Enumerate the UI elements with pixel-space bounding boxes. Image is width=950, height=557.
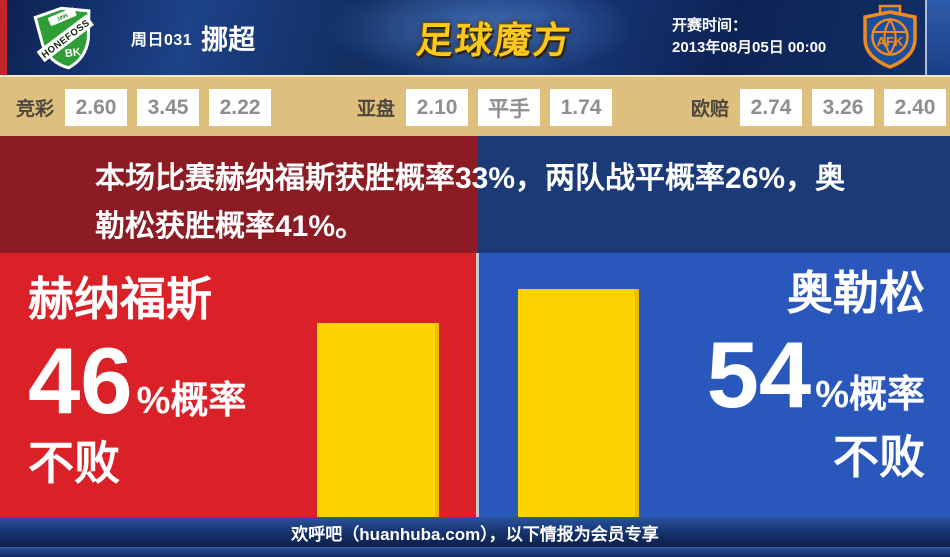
home-team-name: 赫纳福斯	[28, 273, 212, 325]
odds-value-draw: 3.45	[137, 89, 200, 126]
center-divider	[476, 253, 479, 517]
odds-value-home: 2.60	[65, 89, 128, 126]
odds-bar: 竞彩 2.60 3.45 2.22 亚盘 2.10 平手 1.74 欧赔 2.7…	[0, 75, 950, 136]
odds-label: 亚盘	[357, 99, 396, 120]
kickoff-label: 开赛时间：	[672, 17, 748, 34]
league-name: 挪超	[201, 25, 256, 55]
odds-handicap: 平手	[478, 89, 541, 126]
header-right-panel	[925, 0, 950, 75]
footer-banner: 欢呼吧（huanhuba.com），以下情报为会员专享	[0, 517, 950, 547]
away-team-name: 奥勒松	[787, 267, 925, 319]
match-info: 周日031 挪超	[131, 0, 255, 75]
odds-value-away: 2.22	[209, 89, 272, 126]
away-outcome-label: 不败	[833, 431, 925, 483]
kickoff-time: 开赛时间： 2013年08月05日 00:00	[672, 15, 826, 59]
odds-group-oupei: 欧赔 2.74 3.26 2.40	[691, 77, 947, 138]
prediction-area: 本场比赛赫纳福斯获胜概率33%，两队战平概率26%，奥勒松获胜概率41%。 赫纳…	[0, 136, 950, 517]
away-probability-bar	[518, 289, 639, 517]
site-logo: 足球魔方	[400, 12, 589, 62]
away-prediction-block: 奥勒松 54 %概率 不败	[707, 266, 925, 484]
odds-value-away: 2.40	[884, 89, 947, 126]
odds-group-yapan: 亚盘 2.10 平手 1.74	[357, 77, 613, 138]
kickoff-datetime: 2013年08月05日 00:00	[672, 39, 827, 56]
header-left-red-strip	[0, 0, 7, 75]
away-percent-value: 54	[706, 322, 812, 427]
svg-text:1895: 1895	[56, 13, 69, 23]
home-probability-bar	[317, 323, 439, 517]
svg-text:AFK: AFK	[877, 34, 904, 49]
home-outcome-label: 不败	[28, 437, 120, 489]
match-code: 周日031	[131, 31, 193, 49]
svg-text:BK: BK	[64, 46, 81, 60]
odds-value-away: 1.74	[550, 89, 613, 126]
home-percent-row: 46 %概率	[28, 328, 247, 433]
home-dark-band	[0, 136, 478, 253]
home-percent-value: 46	[28, 328, 133, 433]
away-dark-band	[478, 136, 950, 253]
odds-group-jingcai: 竞彩 2.60 3.45 2.22	[16, 77, 272, 138]
home-percent-suffix: %概率	[136, 380, 247, 422]
site-logo-text: 足球魔方	[414, 20, 574, 61]
aalesund-afk-crest-icon: AFK	[863, 4, 917, 69]
home-prediction-block: 赫纳福斯 46 %概率 不败	[28, 272, 246, 490]
odds-value-draw: 3.26	[812, 89, 875, 126]
odds-value-home: 2.74	[740, 89, 803, 126]
honefoss-bk-crest-icon: 1895 HONEFOSS BK	[33, 6, 94, 70]
away-percent-row: 54 %概率	[706, 322, 925, 427]
odds-label: 竞彩	[16, 99, 55, 120]
footer-text: 欢呼吧（huanhuba.com），以下情报为会员专享	[291, 524, 659, 544]
odds-label: 欧赔	[691, 99, 730, 120]
away-percent-suffix: %概率	[815, 374, 925, 416]
match-header: 1895 HONEFOSS BK 周日031 挪超 足球魔方 开赛时间： 201…	[0, 0, 950, 75]
bottom-strip	[0, 547, 950, 557]
probability-summary: 本场比赛赫纳福斯获胜概率33%，两队战平概率26%，奥勒松获胜概率41%。	[95, 162, 846, 243]
odds-value-home: 2.10	[406, 89, 469, 126]
